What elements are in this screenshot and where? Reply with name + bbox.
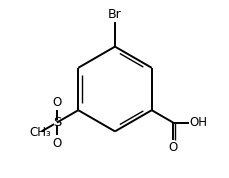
Text: OH: OH: [189, 116, 207, 129]
Text: O: O: [52, 96, 61, 109]
Text: S: S: [52, 116, 61, 129]
Text: O: O: [168, 141, 177, 154]
Text: Br: Br: [108, 8, 121, 21]
Text: CH₃: CH₃: [29, 126, 51, 139]
Text: O: O: [52, 137, 61, 150]
